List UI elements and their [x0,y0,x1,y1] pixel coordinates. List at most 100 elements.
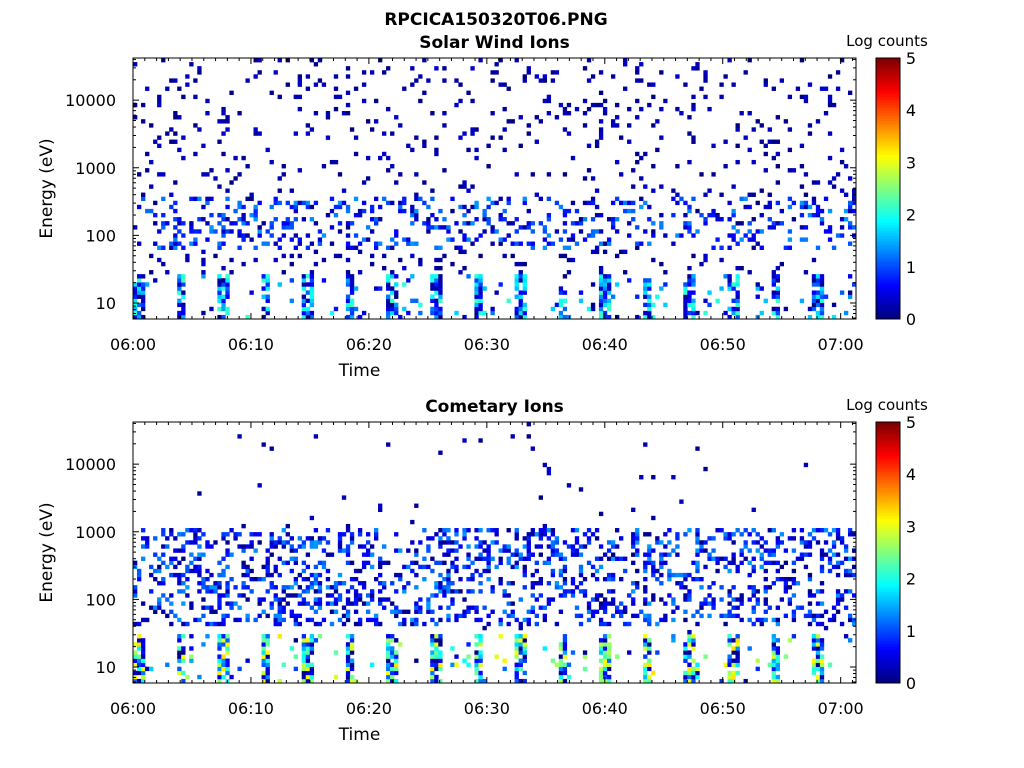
heatmap-cell [478,528,483,533]
heatmap-cell [353,306,359,312]
heatmap-cell [835,572,841,578]
heatmap-cell [735,143,740,149]
heatmap-cell [137,314,142,320]
heatmap-cell [743,135,748,140]
heatmap-cell [406,310,411,316]
heatmap-cell [261,609,266,614]
heatmap-cell [775,278,780,283]
heatmap-cell [839,560,845,566]
heatmap-cell [498,621,503,627]
colorbar-swatch [876,596,900,600]
heatmap-cell [253,617,258,623]
heatmap-cell [586,605,592,610]
heatmap-cell [526,208,531,214]
heatmap-cell [209,306,214,312]
heatmap-cell [534,115,539,120]
heatmap-cell [562,642,568,647]
heatmap-cell [847,617,853,623]
heatmap-cell [554,536,560,541]
heatmap-cell [345,589,351,594]
heatmap-cell [558,314,564,320]
heatmap-cell [562,274,568,279]
colorbar-swatch [876,136,900,140]
heatmap-cell [474,310,479,316]
heatmap-cell [811,212,817,218]
heatmap-cell [221,294,226,299]
heatmap-cell [301,540,307,545]
heatmap-cell [598,290,604,295]
heatmap-cell [695,66,700,71]
heatmap-cell [470,184,475,189]
heatmap-cell [558,286,564,291]
heatmap-cell [386,560,391,566]
heatmap-cell [245,658,250,663]
heatmap-cell [807,314,813,320]
heatmap-cell [578,487,584,492]
colorbar-swatch [876,602,900,606]
colorbar-swatch [876,510,900,514]
heatmap-cell [141,314,146,320]
heatmap-cell [353,601,359,606]
heatmap-cell [133,654,138,659]
heatmap-cell [827,229,833,234]
heatmap-cell [277,613,282,619]
heatmap-cell [651,593,656,598]
heatmap-cell [835,609,841,614]
heatmap-cell [647,638,652,643]
heatmap-cell [691,135,696,140]
heatmap-cell [406,241,411,246]
heatmap-cell [341,495,347,500]
heatmap-cell [679,499,684,504]
heatmap-cell [173,237,178,242]
heatmap-cell [510,552,515,557]
heatmap-cell [514,670,519,676]
heatmap-cell [731,556,736,561]
heatmap-cell [474,302,479,308]
heatmap-cell [253,257,258,263]
colorbar-swatch [876,544,900,548]
heatmap-cell [566,589,572,594]
heatmap-cell [209,212,214,218]
heatmap-cell [735,613,740,619]
heatmap-cell [518,115,523,120]
heatmap-cell [273,568,278,574]
heatmap-cell [438,528,443,533]
heatmap-cell [349,560,355,566]
heatmap-cell [337,172,343,177]
heatmap-cell [341,548,347,553]
heatmap-cell [554,70,560,75]
heatmap-cell [454,654,459,659]
heatmap-cell [426,605,431,610]
heatmap-cell [550,597,556,602]
colorbar-swatch [876,659,900,663]
heatmap-cell [803,192,809,197]
heatmap-cell [847,528,853,533]
heatmap-cell [466,605,471,610]
heatmap-cell [137,646,142,651]
heatmap-cell [349,274,355,279]
heatmap-cell [602,662,608,667]
heatmap-cell [301,200,307,206]
heatmap-cell [289,536,294,541]
heatmap-cell [333,159,339,165]
heatmap-cell [627,650,632,655]
heatmap-cell [438,274,443,279]
heatmap-cell [474,678,479,684]
heatmap-cell [386,442,391,447]
heatmap-cell [149,564,154,570]
heatmap-cell [161,581,166,586]
heatmap-cell [771,270,776,275]
heatmap-cell [619,135,624,140]
heatmap-cell [803,237,809,242]
heatmap-cell [390,302,395,308]
heatmap-cell [478,638,483,643]
colorbar-swatch [876,99,900,103]
heatmap-cell [229,257,234,263]
heatmap-cell [550,532,556,537]
heatmap-cell [233,585,238,590]
heatmap-cell [289,613,294,619]
heatmap-cell [815,638,821,643]
heatmap-cell [542,613,548,619]
heatmap-cell [426,221,431,226]
heatmap-cell [590,200,596,206]
